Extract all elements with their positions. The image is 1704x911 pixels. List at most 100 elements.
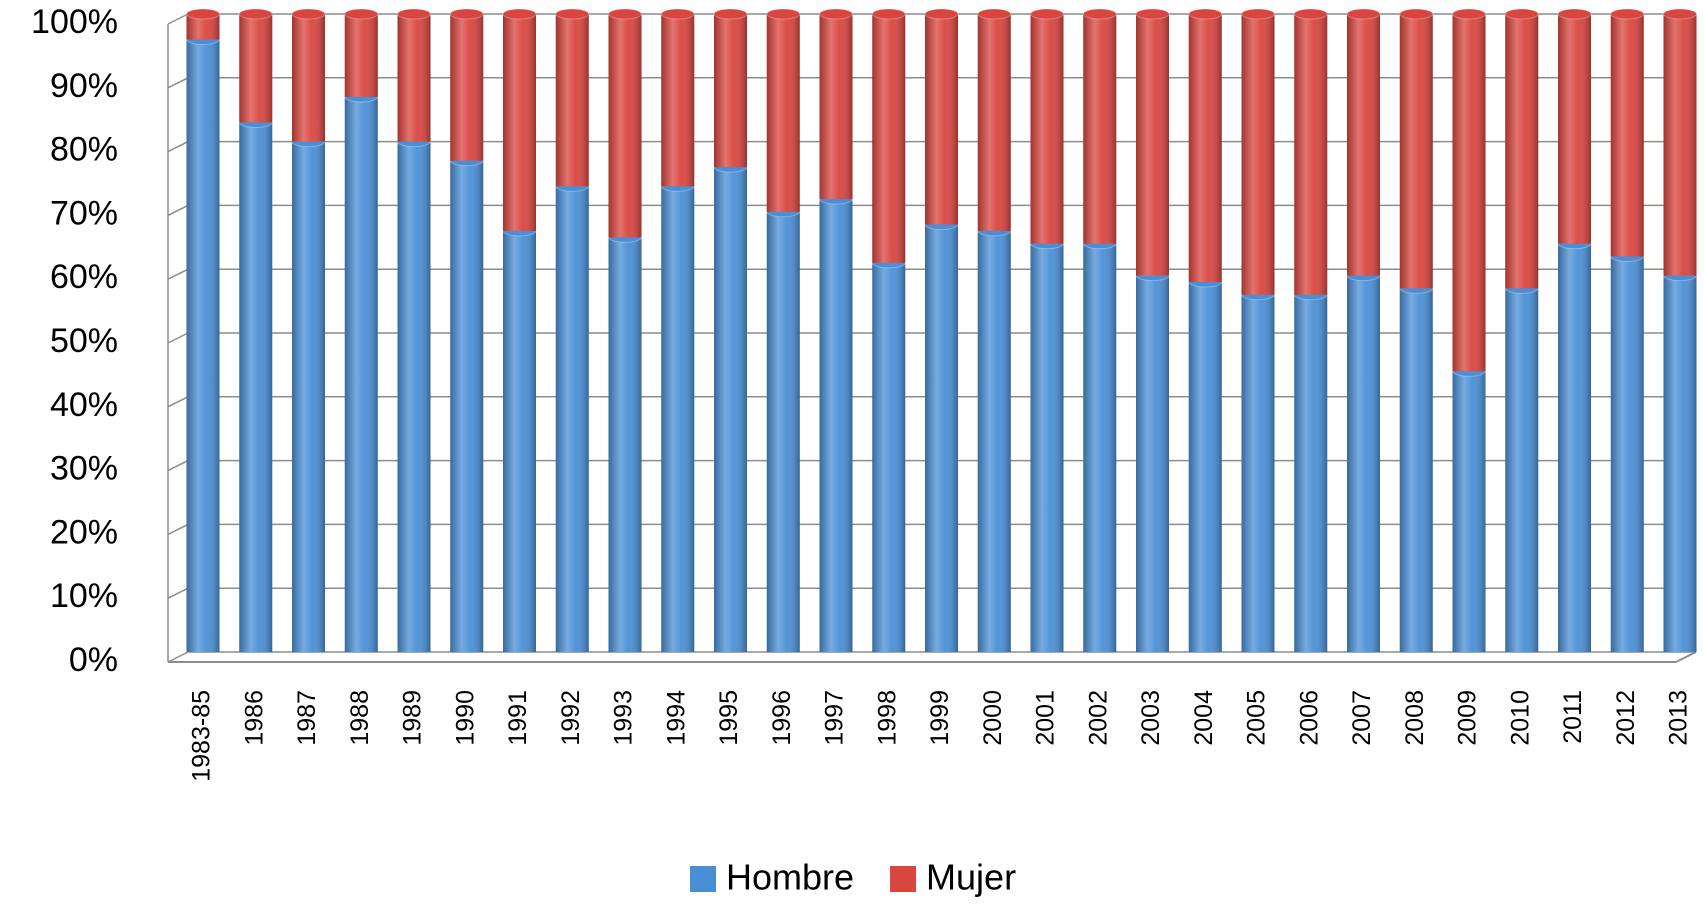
bar-cap xyxy=(1082,8,1117,20)
grid-line-depth xyxy=(167,332,189,344)
bar-shading xyxy=(1347,275,1380,652)
x-tick-label: 2003 xyxy=(1137,690,1165,746)
x-tick-label: 2004 xyxy=(1190,690,1218,746)
bar-cap xyxy=(1557,8,1592,20)
y-tick-label: 40% xyxy=(50,386,118,424)
bar-shading xyxy=(1505,14,1539,289)
grid-line-depth xyxy=(167,459,189,472)
bar-shading xyxy=(1558,14,1591,244)
bar-shading xyxy=(1136,275,1169,652)
x-tick-label: 1986 xyxy=(240,690,268,746)
y-tick-label: 90% xyxy=(50,67,118,105)
bar-cap xyxy=(238,8,273,20)
bar-shading xyxy=(714,14,747,168)
bar-shading xyxy=(819,199,853,652)
bar-shading xyxy=(1452,371,1486,652)
bar-shading xyxy=(239,14,273,123)
bar-cap xyxy=(1610,8,1645,20)
grid-line-depth xyxy=(167,268,189,280)
x-tick-label: 2009 xyxy=(1454,690,1482,746)
bar-shading xyxy=(450,160,484,653)
bar-shading xyxy=(397,141,431,652)
bar-cap xyxy=(1663,8,1697,20)
bar-shading xyxy=(608,14,642,238)
bar-cap xyxy=(397,8,431,20)
x-tick-label: 1991 xyxy=(504,690,532,746)
bar-shading xyxy=(1610,14,1644,257)
bar-shading xyxy=(1136,14,1169,276)
bar-cap xyxy=(713,8,748,20)
bar-shading xyxy=(1188,14,1222,282)
bar-shading xyxy=(1188,281,1222,652)
bar-shading xyxy=(503,14,536,231)
legend-label: Hombre xyxy=(726,857,854,898)
x-tick-label: 2013 xyxy=(1665,690,1693,746)
x-tick-label: 1990 xyxy=(451,690,479,746)
y-tick-label: 100% xyxy=(31,3,118,41)
bar-shading xyxy=(1294,14,1328,295)
y-tick-label: 50% xyxy=(50,322,118,360)
bar-cap xyxy=(449,8,484,20)
bar-shading xyxy=(977,230,1011,653)
y-tick-label: 10% xyxy=(50,577,118,615)
legend-label: Mujer xyxy=(926,857,1016,898)
bar-shading xyxy=(925,14,958,225)
bar-shading xyxy=(1030,243,1064,652)
x-tick-label: 1987 xyxy=(293,690,321,746)
grid-line-depth xyxy=(167,204,189,217)
bar-cap xyxy=(660,8,695,20)
bar-shading xyxy=(925,224,958,653)
bar-cap xyxy=(1293,8,1328,20)
bar-shading xyxy=(292,141,325,652)
x-tick-label: 2007 xyxy=(1348,690,1376,746)
x-tick-label: 1994 xyxy=(662,690,690,746)
bar-cap xyxy=(1188,8,1223,20)
bar-cap xyxy=(1399,8,1434,20)
bar-cap xyxy=(1135,8,1170,20)
bar-shading xyxy=(661,14,695,187)
grid-line-depth xyxy=(167,523,189,536)
x-tick-label: 2010 xyxy=(1506,690,1534,746)
x-tick-label: 1988 xyxy=(346,690,374,746)
bar-shading xyxy=(1452,14,1486,372)
bar-cap xyxy=(819,8,853,20)
x-tick-label: 1995 xyxy=(715,690,743,746)
bar-shading xyxy=(1347,14,1380,276)
x-tick-label: 2001 xyxy=(1032,690,1060,746)
y-tick-label: 20% xyxy=(50,513,118,551)
bar-cap xyxy=(977,8,1012,20)
bar-cap xyxy=(1504,8,1539,20)
bar-cap xyxy=(1346,8,1381,20)
bar-shading xyxy=(450,14,484,161)
x-tick-label: 1989 xyxy=(399,690,427,746)
bar-cap xyxy=(502,8,537,20)
x-tick-label: 2005 xyxy=(1243,690,1271,746)
x-tick-label: 1996 xyxy=(768,690,796,746)
bar-shading xyxy=(1399,288,1433,652)
bar-shading xyxy=(186,39,220,652)
bar-shading xyxy=(977,14,1011,231)
bar-shading xyxy=(1610,256,1644,652)
x-tick-label: 1997 xyxy=(821,690,849,746)
bar-cap xyxy=(1452,8,1486,20)
grid-line-depth xyxy=(167,651,189,663)
bar-shading xyxy=(344,96,378,652)
bar-shading xyxy=(1505,288,1539,652)
bar-cap xyxy=(1241,8,1275,20)
bar-shading xyxy=(344,14,378,97)
x-tick-label: 2002 xyxy=(1084,690,1112,746)
x-tick-label: 1998 xyxy=(873,690,901,746)
bar-shading xyxy=(555,186,589,652)
bar-shading xyxy=(1083,243,1117,652)
x-axis-depth xyxy=(1675,651,1697,663)
bar-shading xyxy=(239,122,273,652)
bar-shading xyxy=(292,14,325,142)
x-tick-label: 1993 xyxy=(610,690,638,746)
bar-shading xyxy=(661,186,695,652)
grid-line-depth xyxy=(167,396,189,408)
bar-shading xyxy=(1663,275,1697,652)
x-tick-label: 1983-85 xyxy=(188,690,216,782)
x-tick-label: 2012 xyxy=(1612,690,1640,746)
legend-swatch xyxy=(890,866,917,892)
